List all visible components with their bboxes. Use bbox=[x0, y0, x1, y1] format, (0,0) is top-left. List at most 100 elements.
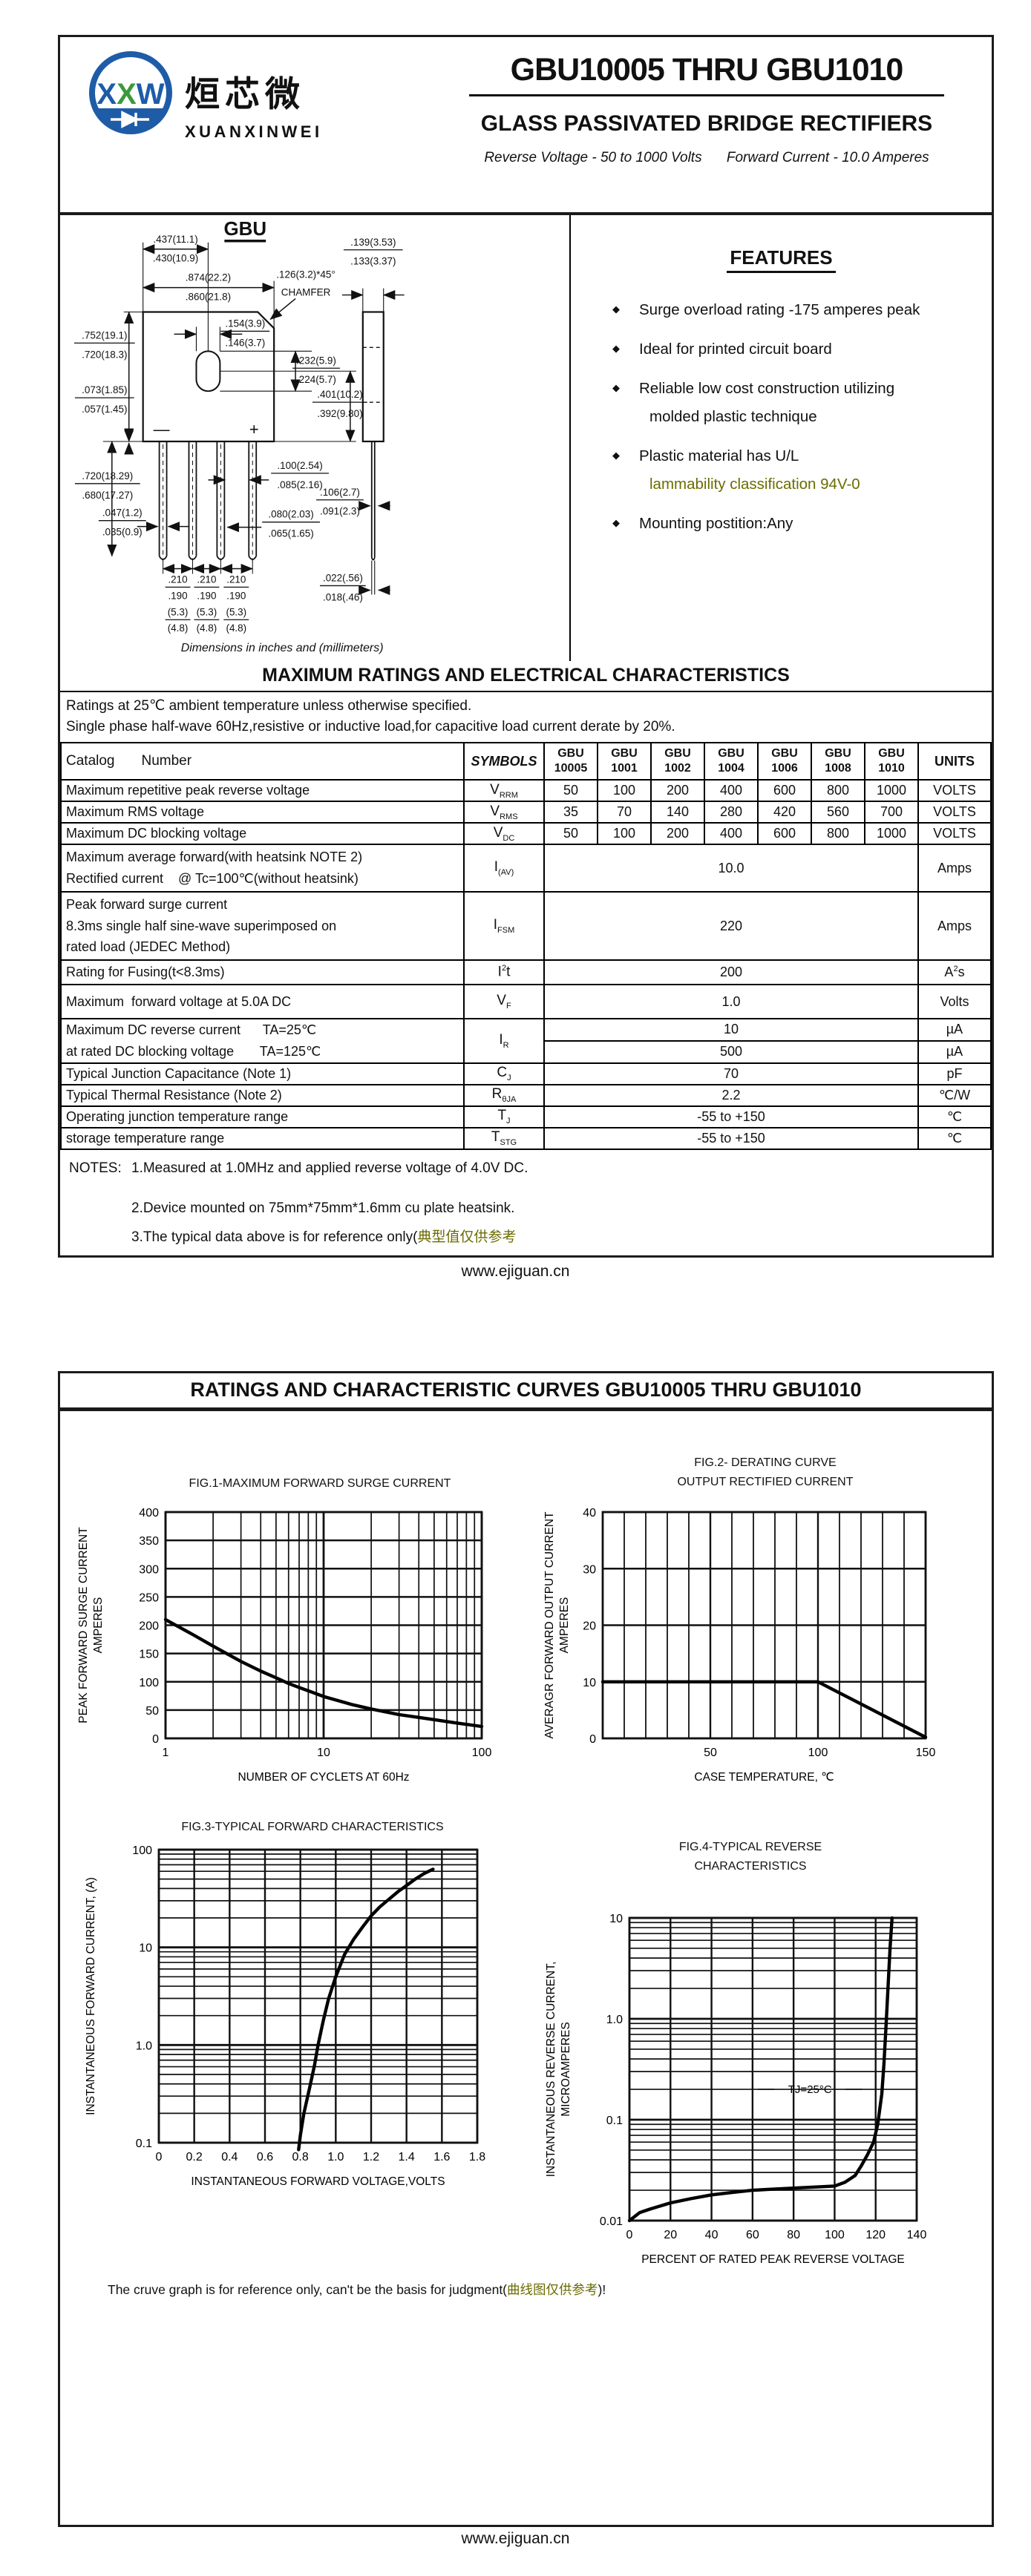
dimension-label: .860(21.8) bbox=[186, 292, 231, 303]
dimension-label: .720(18.29) bbox=[82, 470, 133, 482]
value-cell: 50 bbox=[543, 779, 598, 803]
value-cell: 600 bbox=[757, 822, 812, 846]
dimension-label: .057(1.45) bbox=[82, 404, 127, 415]
x-axis-title: PERCENT OF RATED PEAK REVERSE VOLTAGE bbox=[641, 2253, 905, 2266]
feature-text: lammability classification 94V-0 bbox=[649, 476, 860, 493]
table-row: Rating for Fusing(t<8.3ms) I2t 200 A2s bbox=[60, 959, 992, 986]
x-tick-label: 20 bbox=[664, 2229, 677, 2241]
unit-cell: µA bbox=[917, 1039, 992, 1064]
dimension-label: (5.3) bbox=[168, 606, 189, 617]
x-tick-label: 1.4 bbox=[399, 2151, 415, 2163]
dimension-label: .190 bbox=[226, 590, 246, 601]
x-tick-label: 100 bbox=[825, 2229, 845, 2241]
drawing-caption: Dimensions in inches and (millimeters) bbox=[181, 642, 384, 654]
spec-line: Reverse Voltage - 50 to 1000 Volts Forwa… bbox=[432, 150, 981, 166]
dimension-label: .022(.56) bbox=[323, 572, 363, 583]
param-cell: Maximum average forward(with heatsink NO… bbox=[60, 844, 465, 893]
y-tick-label: 10 bbox=[139, 1942, 152, 1955]
param-cell: storage temperature range bbox=[60, 1126, 465, 1150]
diamond-bullet-icon: ◆ bbox=[612, 517, 620, 528]
device-column-header: GBU 1001 bbox=[597, 742, 652, 781]
y-tick-label: 0 bbox=[589, 1733, 596, 1746]
fig4-title-line2: CHARACTERISTICS bbox=[694, 1860, 807, 1873]
unit-cell: pF bbox=[917, 1062, 992, 1085]
figure-4-chart: 0 20 40 60 80 100 120 140 0.01 0.1 1.0 10 PERCENT OF… bbox=[545, 1913, 926, 2266]
y-tick-label: 100 bbox=[132, 1844, 152, 1857]
header: XXW 烜芯微 XUANXINWEI GBU10005 THRU GBU1010 bbox=[60, 37, 992, 215]
dimension-label: .106(2.7) bbox=[320, 487, 360, 498]
dimension-label: .401(10.2) bbox=[317, 389, 362, 400]
dimension-label: (5.3) bbox=[226, 606, 246, 617]
y-tick-label: 150 bbox=[139, 1649, 159, 1661]
symbol-cell: VRMS bbox=[463, 801, 545, 824]
fig3-title: FIG.3-TYPICAL FORWARD CHARACTERISTICS bbox=[181, 1821, 444, 1833]
value-cell: 50 bbox=[543, 822, 598, 846]
table-row: Maximum forward voltage at 5.0A DC VF 1.0 V… bbox=[60, 984, 992, 1020]
value-cell: 800 bbox=[811, 779, 865, 803]
dimension-label: .035(0.9) bbox=[102, 527, 143, 538]
value-cell: 600 bbox=[757, 779, 812, 803]
x-tick-label: 0 bbox=[156, 2151, 163, 2163]
feature-text: Mounting postition:Any bbox=[639, 515, 793, 532]
table-row: Maximum repetitive peak reverse voltage V… bbox=[60, 779, 992, 803]
value-cell: 1.0 bbox=[543, 984, 919, 1020]
device-column-header: GBU 1008 bbox=[811, 742, 865, 781]
x-tick-label: 1.6 bbox=[433, 2151, 450, 2163]
value-cell: 100 bbox=[597, 779, 652, 803]
page-2: RATINGS AND CHARACTERISTIC CURVES GBU100… bbox=[58, 1371, 994, 2527]
y-axis-title: MICROAMPERES bbox=[560, 2022, 572, 2116]
feature-item: ◆ Surge overload rating -175 amperes pea… bbox=[612, 301, 984, 319]
disclaimer-text: The cruve graph is for reference only, c… bbox=[108, 2282, 508, 2297]
value-cell: 1000 bbox=[864, 779, 919, 803]
value-cell: 10.0 bbox=[543, 844, 919, 893]
x-axis-title: NUMBER OF CYCLETS AT 60Hz bbox=[238, 1771, 409, 1784]
symbol-cell: VF bbox=[463, 984, 545, 1020]
unit-cell: ℃ bbox=[917, 1105, 992, 1128]
brand-name-chinese: 烜芯微 bbox=[185, 74, 305, 114]
dimension-label: .224(5.7) bbox=[296, 374, 336, 385]
curve-annotation: TJ=25°C bbox=[788, 2083, 832, 2096]
dimension-label: .085(2.16) bbox=[277, 479, 322, 490]
y-axis-title: AMPERES bbox=[558, 1597, 571, 1654]
features-title: FEATURES bbox=[727, 246, 836, 273]
value-cell: 500 bbox=[543, 1039, 919, 1064]
x-tick-label: 60 bbox=[746, 2229, 759, 2241]
value-cell: 560 bbox=[811, 801, 865, 824]
x-tick-label: 0.8 bbox=[292, 2151, 309, 2163]
ratings-section-title: MAXIMUM RATINGS AND ELECTRICAL CHARACTER… bbox=[60, 661, 992, 692]
logo-mark: XXW bbox=[89, 51, 172, 134]
brand-logo: XXW 烜芯微 XUANXINWEI bbox=[87, 49, 323, 142]
dimension-label: .065(1.65) bbox=[268, 528, 313, 539]
dimension-label: .139(3.53) bbox=[350, 237, 396, 248]
dimension-label: .073(1.85) bbox=[82, 384, 127, 395]
device-column-header: GBU 1002 bbox=[650, 742, 705, 781]
symbol-cell: I(AV) bbox=[463, 844, 545, 893]
value-cell: 220 bbox=[543, 891, 919, 962]
symbol-cell: IFSM bbox=[463, 891, 545, 962]
figure-2-chart: 50 100 150 0 10 20 30 40 CASE TEMPERATURE, ℃ AVER… bbox=[543, 1507, 935, 1784]
feature-item: ◆ Reliable low cost construction utilizi… bbox=[612, 380, 984, 426]
package-drawing: GBU — + Dimensions in inches and (millim… bbox=[60, 215, 571, 661]
value-cell: 400 bbox=[704, 822, 759, 846]
value-cell: -55 to +150 bbox=[543, 1126, 919, 1150]
dimension-label: .154(3.9) bbox=[225, 318, 265, 329]
dimension-label: .210 bbox=[168, 574, 187, 585]
data-curve bbox=[627, 1916, 894, 2223]
x-tick-label: 50 bbox=[704, 1747, 717, 1759]
dimension-label: .146(3.7) bbox=[225, 337, 265, 348]
unit-cell: VOLTS bbox=[917, 822, 992, 846]
dimension-label: (4.8) bbox=[197, 622, 217, 634]
fig2-title-line2: OUTPUT RECTIFIED CURRENT bbox=[677, 1476, 854, 1488]
catalog-number-header: Catalog Number bbox=[60, 742, 465, 781]
dimension-label: .080(2.03) bbox=[268, 509, 313, 520]
device-column-header: GBU 1010 bbox=[864, 742, 919, 781]
value-cell: 35 bbox=[543, 801, 598, 824]
package-outline-svg: GBU — + Dimensions in inches and (millim… bbox=[73, 219, 405, 654]
dimension-label: (4.8) bbox=[226, 622, 246, 634]
value-cell: 1000 bbox=[864, 822, 919, 846]
polarity-minus: — bbox=[154, 420, 170, 438]
table-row: Peak forward surge current 8.3ms single h… bbox=[60, 891, 992, 962]
device-column-header: GBU 10005 bbox=[543, 742, 598, 781]
y-tick-label: 350 bbox=[139, 1535, 159, 1548]
param-cell: Maximum forward voltage at 5.0A DC bbox=[60, 984, 465, 1020]
